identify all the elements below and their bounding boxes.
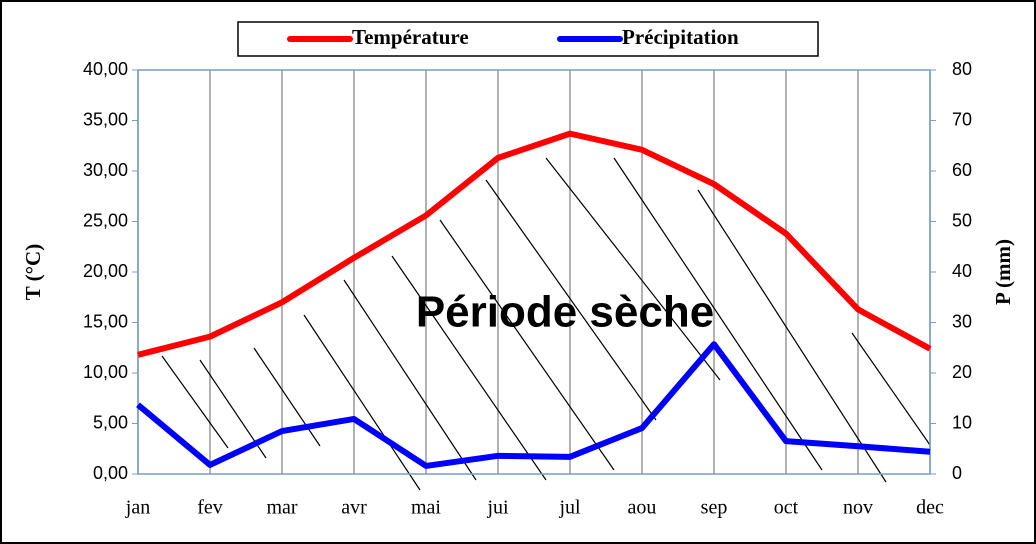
annotation: Période sèche [416,288,714,337]
y-tick-label: 10,00 [83,362,128,382]
y-tick-label: 0,00 [93,463,128,483]
x-tick-label: mar [266,497,297,519]
y2-axis-title: P (mm) [991,239,1015,305]
y2-tick-label: 50 [952,210,972,230]
x-tick-label: aou [628,497,657,519]
series-line [137,130,932,358]
x-tick-label: fev [197,497,223,519]
y-tick-label: 20,00 [83,261,128,281]
y2-tick-label: 40 [952,261,972,281]
y-tick-label: 15,00 [83,311,128,331]
y-tick-label: 5,00 [93,412,128,432]
legend-label: Précipitation [622,25,739,49]
y-tick-label: 35,00 [83,109,128,129]
y2-tick-label: 20 [952,362,972,382]
y2-tick-label: 60 [952,160,972,180]
y-tick-label: 30,00 [83,160,128,180]
y-tick-label: 40,00 [83,59,128,79]
x-tick-label: avr [341,497,367,519]
series-line [136,341,931,469]
y2-tick-label: 30 [952,311,972,331]
y2-tick-label: 0 [952,463,962,483]
y2-tick-label: 70 [952,109,972,129]
x-tick-label: jul [558,497,581,519]
y-tick-label: 25,00 [83,210,128,230]
legend-label: Température [352,25,469,49]
x-tick-label: nov [843,497,873,519]
y2-tick-label: 80 [952,59,972,79]
x-tick-label: dec [916,497,944,519]
y-axis-title: T (°C) [21,244,45,300]
x-tick-label: jan [125,497,150,519]
y2-tick-label: 10 [952,412,972,432]
x-tick-label: jui [486,497,509,519]
x-tick-label: sep [701,497,728,519]
x-tick-label: mai [411,497,441,519]
x-tick-label: oct [774,497,799,519]
